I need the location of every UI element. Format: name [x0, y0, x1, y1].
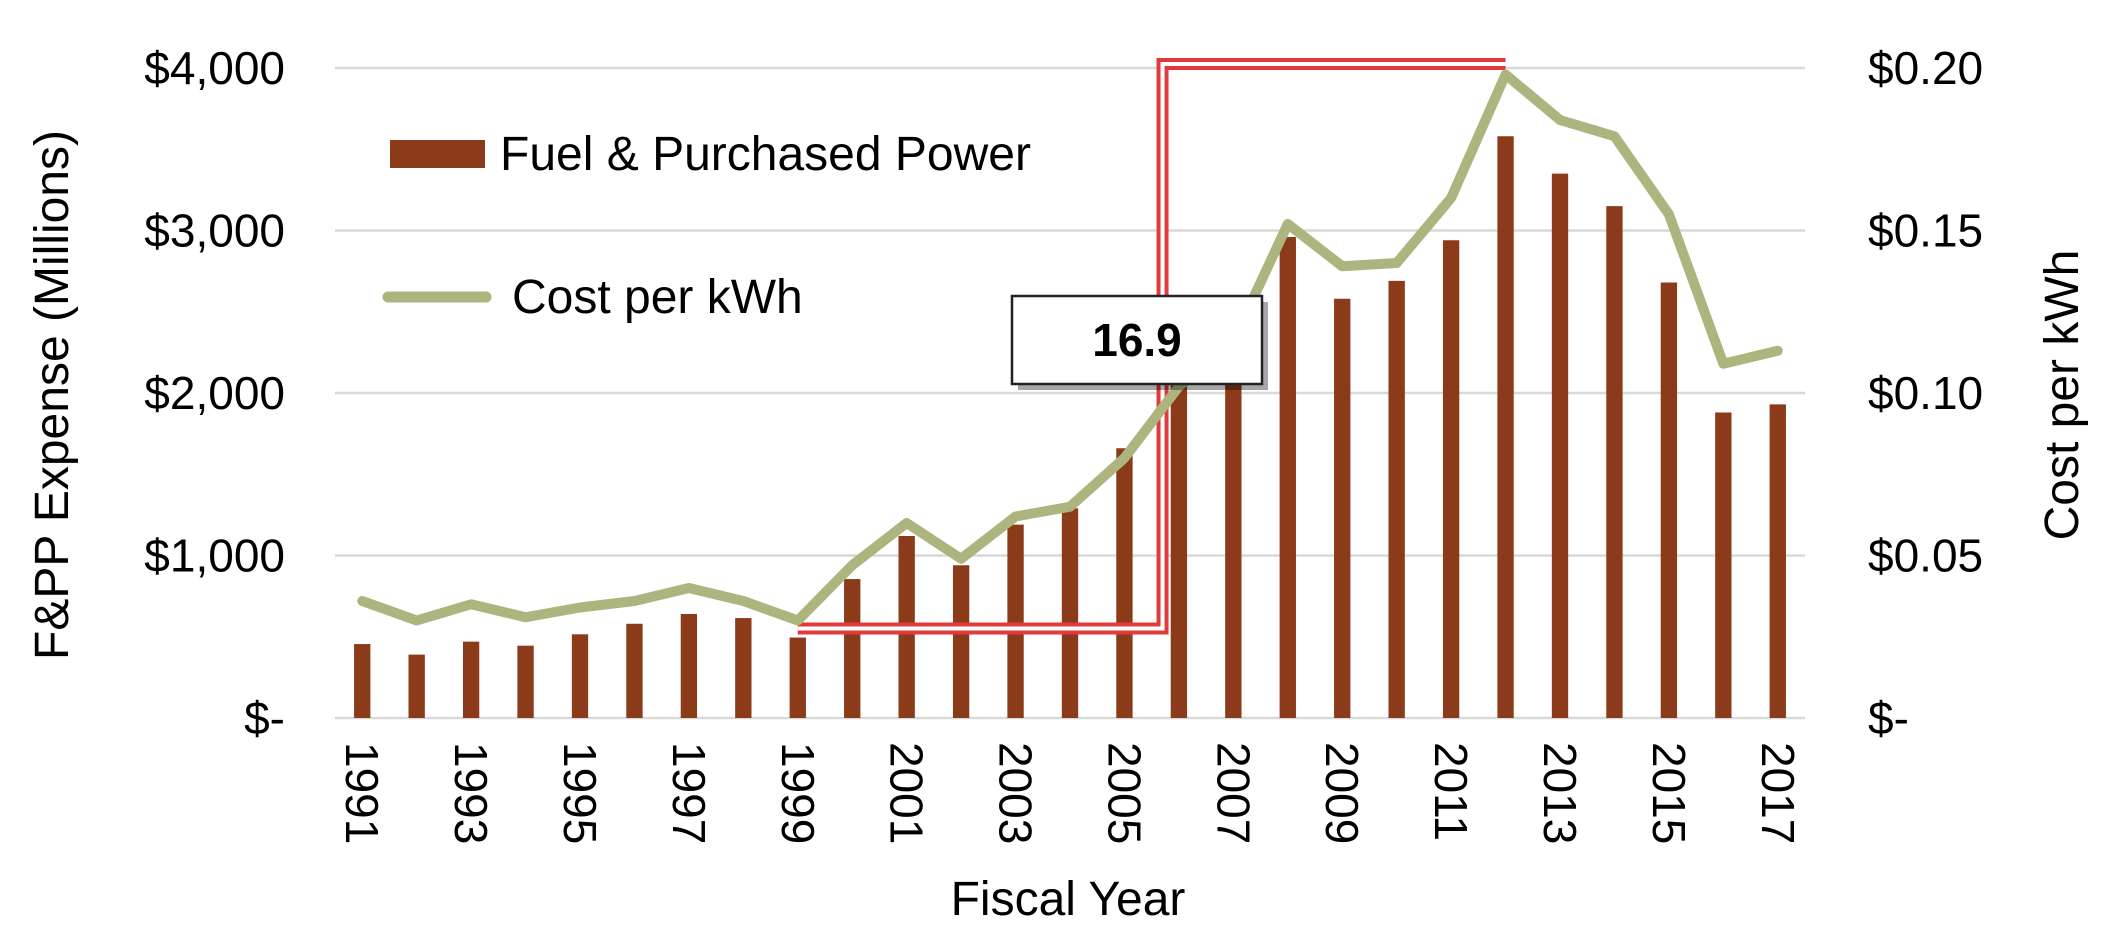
y-axis-left-title: F&PP Expense (Millions)	[26, 130, 79, 660]
y-axis-right-title: Cost per kWh	[2036, 250, 2089, 541]
y-left-tick-label: $2,000	[144, 367, 285, 419]
x-tick-label: 1993	[445, 742, 497, 844]
bar	[735, 618, 752, 718]
bar	[844, 579, 861, 718]
bar	[1769, 404, 1786, 718]
y-right-tick-label: $0.20	[1868, 42, 1983, 94]
x-tick-label: 1991	[336, 742, 388, 844]
bar	[1007, 524, 1024, 718]
y-left-tick-label: $4,000	[144, 42, 285, 94]
bar	[1442, 240, 1460, 718]
bar	[1061, 508, 1079, 718]
callout-label: 16.9	[1092, 314, 1182, 366]
bar	[462, 641, 480, 718]
bar	[1551, 173, 1569, 718]
x-tick-label: 1995	[554, 742, 606, 844]
line-series-cost-per-kwh	[357, 69, 1783, 626]
bar	[1388, 280, 1405, 718]
bar	[1497, 136, 1514, 718]
bar	[626, 623, 643, 718]
y-right-tick-label: $0.10	[1868, 367, 1983, 419]
x-tick-label: 2001	[881, 742, 933, 844]
x-tick-label: 2015	[1643, 742, 1695, 844]
bar-series-fuel-purchased-power	[354, 136, 1786, 718]
bar	[354, 644, 371, 718]
bar	[1606, 206, 1623, 718]
x-tick-label: 2013	[1534, 742, 1586, 844]
left-axis-ticks: $- $1,000 $2,000 $3,000 $4,000	[144, 42, 285, 744]
legend: Fuel & Purchased Power Cost per kWh	[382, 128, 1031, 324]
x-tick-label: 2011	[1425, 742, 1477, 841]
y-right-tick-label: $0.15	[1868, 205, 1983, 257]
x-tick-label: 1997	[663, 742, 715, 844]
bar	[571, 634, 589, 718]
bar	[1170, 380, 1188, 718]
x-tick-label: 2017	[1752, 742, 1804, 844]
bar	[952, 565, 970, 718]
bar	[1225, 368, 1242, 718]
y-left-tick-label: $3,000	[144, 205, 285, 257]
x-axis-title: Fiscal Year	[951, 873, 1186, 926]
bar	[1715, 412, 1732, 718]
bar	[408, 654, 425, 718]
x-tick-label: 2007	[1207, 742, 1259, 844]
legend-label-fuel-purchased-power: Fuel & Purchased Power	[500, 128, 1031, 181]
callout-frame	[1010, 294, 1264, 386]
x-tick-label: 1999	[772, 742, 824, 844]
y-left-tick-label: $1,000	[144, 530, 285, 582]
x-axis-ticks: 1991 1993 1995 1997 1999 2001 2003 2005 2007 2009…	[336, 742, 1804, 844]
bar	[1279, 237, 1296, 718]
legend-swatch-bar	[390, 140, 485, 168]
right-axis-ticks: $- $0.05 $0.10 $0.15 $0.20	[1868, 42, 1983, 744]
y-right-tick-label: $-	[1868, 692, 1909, 744]
bar	[517, 645, 534, 718]
bar	[1334, 298, 1351, 718]
bar	[1660, 282, 1678, 718]
bar	[1116, 448, 1133, 718]
x-tick-label: 2005	[1098, 742, 1150, 844]
bar	[789, 637, 806, 718]
line-path	[357, 69, 1783, 626]
callout-box: 16.9	[1010, 294, 1268, 390]
x-tick-label: 2009	[1316, 742, 1368, 844]
y-right-tick-label: $0.05	[1868, 530, 1983, 582]
y-left-tick-label: $-	[244, 692, 285, 744]
bar	[680, 614, 698, 718]
x-tick-label: 2003	[990, 742, 1042, 844]
legend-label-cost-per-kwh: Cost per kWh	[512, 271, 803, 324]
